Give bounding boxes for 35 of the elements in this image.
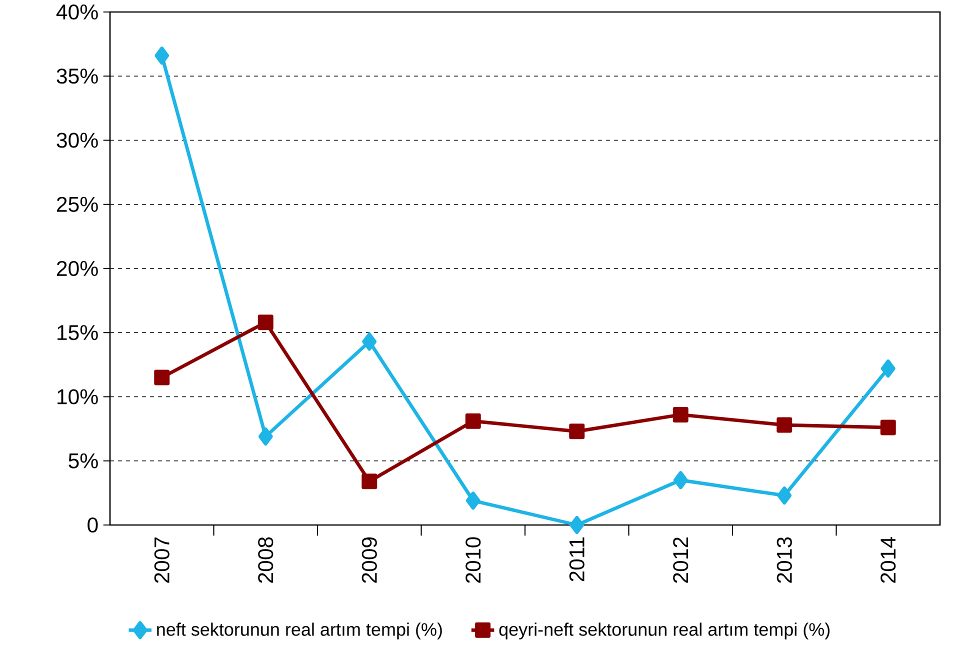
y-tick-label: 15% (58, 325, 98, 340)
point (154, 46, 170, 65)
point (672, 406, 688, 422)
y-tick-label: 0 (88, 517, 98, 533)
x-tick-label: 2014 (880, 537, 896, 583)
legend-label: qeyri-neft sektorunun real artım tempi (%) (499, 622, 830, 640)
point (777, 486, 792, 505)
x-tick-label: 2013 (776, 537, 792, 583)
x-tick-label: 2012 (673, 537, 688, 583)
y-tick-label: 5% (68, 453, 98, 468)
x-tick-label: 2007 (154, 537, 170, 583)
x-tick-label: 2008 (258, 537, 274, 583)
point (880, 359, 896, 378)
point (570, 516, 584, 534)
x-tick-label: 2010 (466, 537, 481, 583)
x-tick-label: 2011 (569, 537, 584, 582)
point (362, 332, 377, 351)
point (880, 420, 896, 436)
point (258, 427, 273, 446)
point (362, 474, 378, 490)
point (776, 417, 792, 433)
point (466, 492, 480, 510)
y-tick-label: 10% (58, 389, 98, 404)
y-tick-label: 35% (56, 68, 98, 84)
point (465, 413, 481, 429)
point (258, 314, 274, 330)
y-tick-label: 40% (56, 4, 98, 20)
point (569, 424, 585, 440)
y-tick-label: 30% (56, 132, 98, 148)
point (673, 471, 688, 490)
y-tick-label: 25% (56, 196, 98, 212)
legend-label: neft sektorunun real artım tempi (%) (157, 622, 442, 640)
y-tick-label: 20% (56, 260, 98, 276)
point (154, 370, 170, 386)
x-tick-label: 2009 (362, 537, 377, 583)
